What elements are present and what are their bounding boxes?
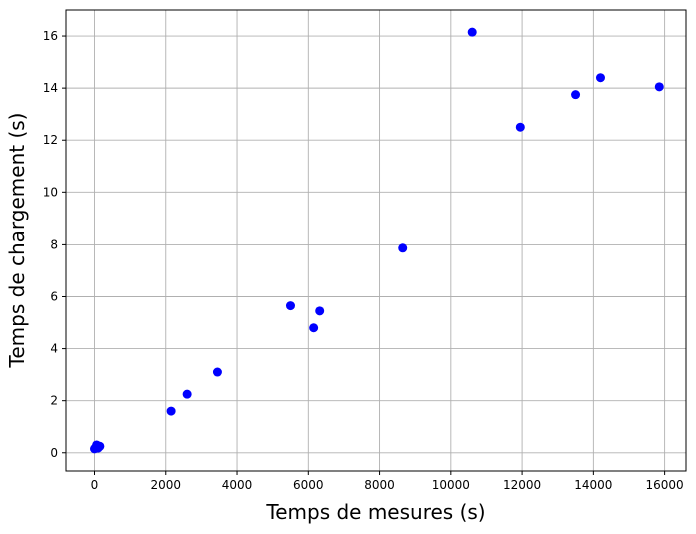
data-point (315, 306, 325, 316)
data-point (595, 73, 605, 83)
data-point (398, 243, 408, 253)
y-tick-label: 0 (50, 446, 58, 460)
data-points (90, 27, 664, 454)
x-tick-label: 14000 (574, 478, 612, 492)
y-tick-label: 14 (43, 81, 58, 95)
y-tick-label: 16 (43, 29, 58, 43)
data-point (212, 367, 222, 377)
axis-ticks: 0 2000 4000 6000 8000 10000 12000 14000 16000 0 2 4… (43, 29, 684, 492)
y-tick-label: 8 (50, 237, 58, 251)
x-tick-label: 16000 (646, 478, 684, 492)
data-point (515, 122, 525, 132)
data-point (654, 82, 664, 92)
x-axis-label: Temps de mesures (s) (265, 500, 485, 524)
data-point (467, 27, 477, 37)
y-tick-label: 4 (50, 342, 58, 356)
x-tick-label: 12000 (503, 478, 541, 492)
data-point (309, 323, 319, 333)
x-tick-label: 2000 (150, 478, 181, 492)
y-axis-label: Temps de chargement (s) (5, 113, 29, 369)
y-tick-label: 2 (50, 394, 58, 408)
y-tick-label: 6 (50, 289, 58, 303)
data-point (571, 90, 581, 100)
y-tick-label: 10 (43, 185, 58, 199)
plot-frame (65, 9, 687, 472)
grid (66, 10, 686, 471)
data-point (182, 389, 192, 399)
x-tick-label: 4000 (222, 478, 253, 492)
data-point (166, 406, 176, 416)
y-tick-label: 12 (43, 133, 58, 147)
x-tick-label: 8000 (364, 478, 395, 492)
x-tick-label: 10000 (432, 478, 470, 492)
x-tick-label: 0 (91, 478, 99, 492)
data-point (95, 441, 105, 451)
x-tick-label: 6000 (293, 478, 324, 492)
data-point (285, 301, 295, 311)
